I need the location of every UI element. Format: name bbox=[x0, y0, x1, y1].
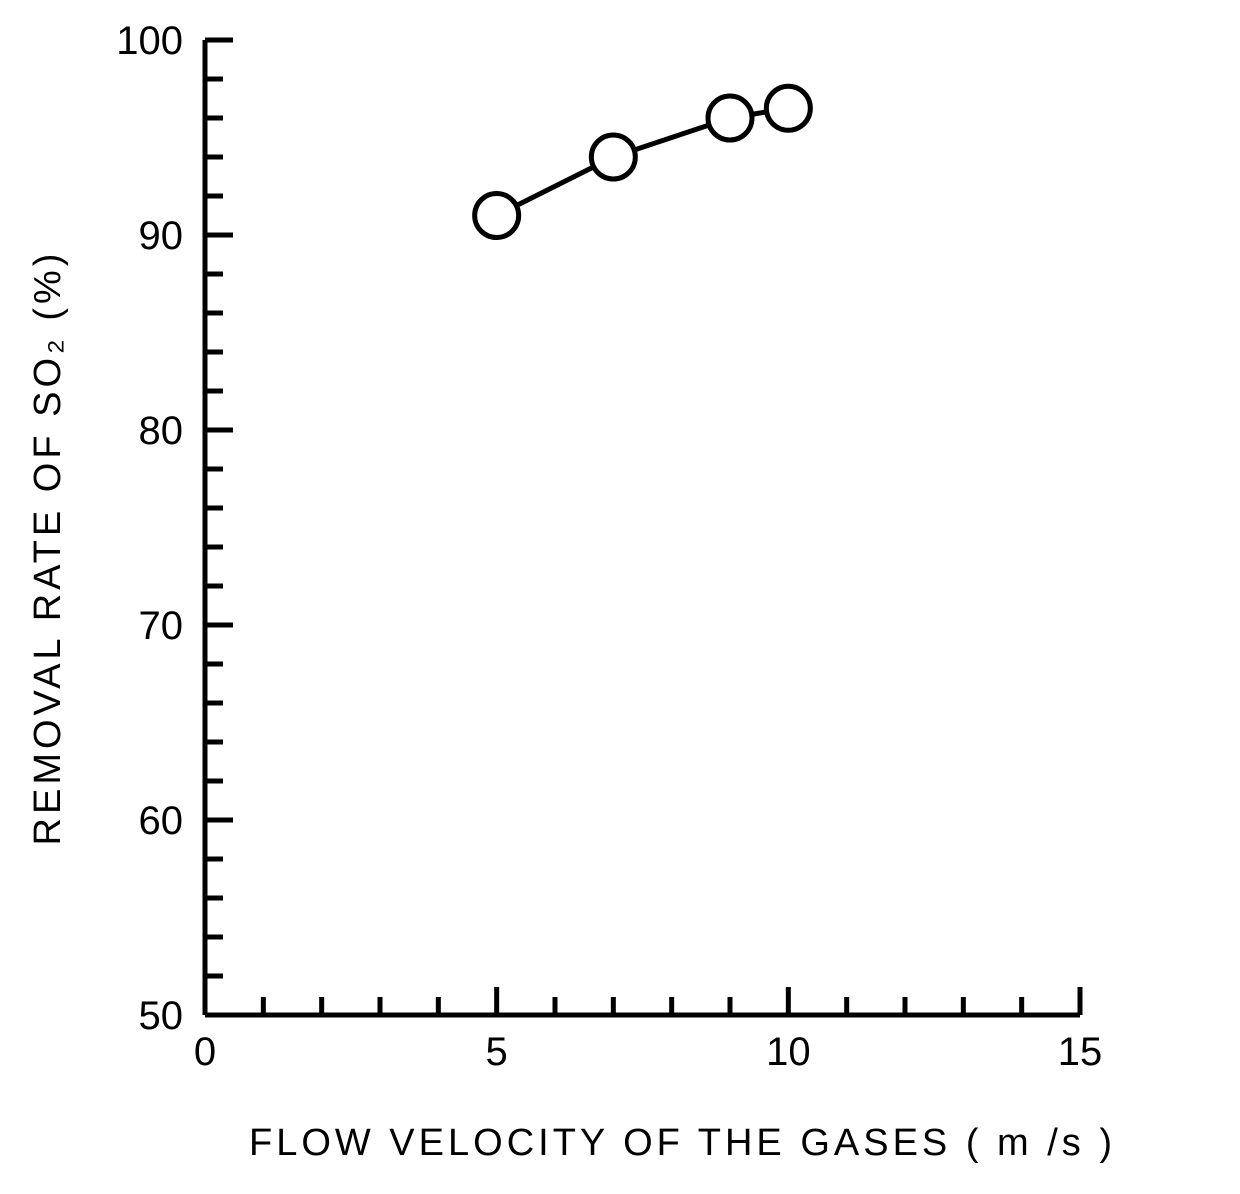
y-tick-label: 70 bbox=[139, 604, 184, 648]
x-tick-label: 15 bbox=[1058, 1030, 1103, 1074]
y-tick-label: 50 bbox=[139, 994, 184, 1038]
series-segment bbox=[634, 125, 709, 150]
so2-removal-chart: 0 5 10 15 50 60 70 80 90 100 FLOW VELOCITY OF THE … bbox=[0, 0, 1240, 1194]
y-tick-label: 60 bbox=[139, 799, 184, 843]
data-marker bbox=[475, 194, 519, 238]
x-axis-label: FLOW VELOCITY OF THE GASES ( m /s ) bbox=[249, 1122, 1116, 1164]
series-segment bbox=[516, 167, 593, 206]
data-marker bbox=[708, 96, 752, 140]
y-axis-label: REMOVAL RATE OF SO₂ (%) bbox=[27, 250, 69, 846]
x-tick-label: 5 bbox=[486, 1030, 508, 1074]
page: 0 5 10 15 50 60 70 80 90 100 FLOW VELOCITY OF THE … bbox=[0, 0, 1240, 1194]
y-tick-label: 90 bbox=[139, 214, 184, 258]
y-tick-label: 80 bbox=[139, 409, 184, 453]
x-tick-label: 0 bbox=[194, 1030, 216, 1074]
data-marker bbox=[766, 86, 810, 130]
y-tick-label: 100 bbox=[116, 19, 183, 63]
x-tick-label: 10 bbox=[766, 1030, 811, 1074]
data-marker bbox=[591, 135, 635, 179]
